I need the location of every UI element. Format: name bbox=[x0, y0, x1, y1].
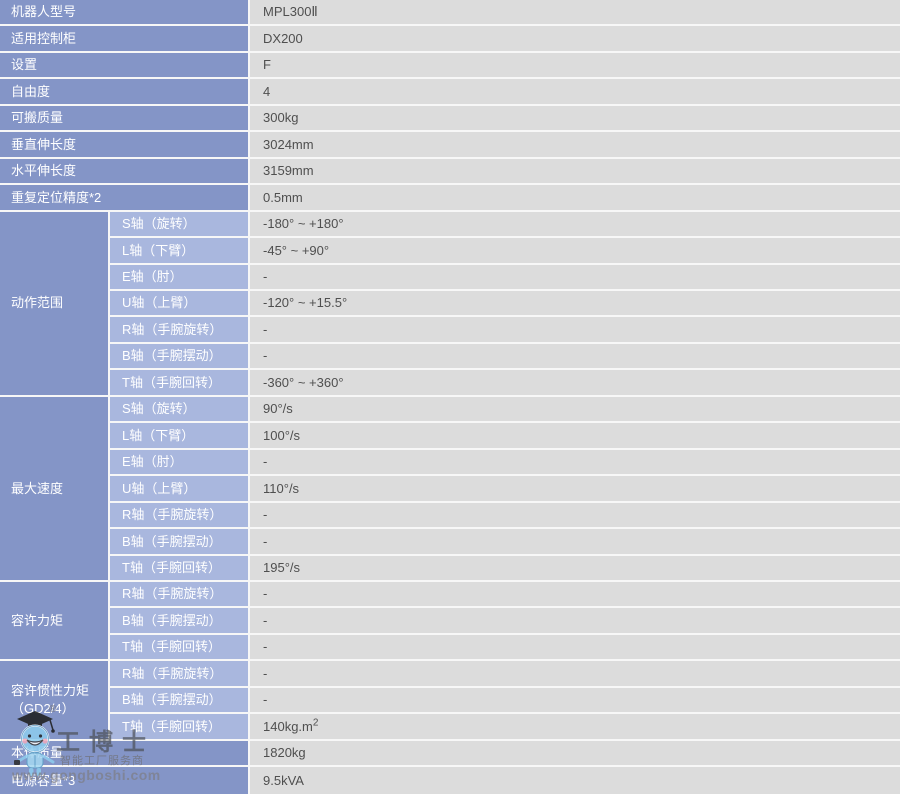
spec-row: L轴（下臂） 100°/s bbox=[0, 423, 900, 450]
spec-group-label: 容许惯性力矩（GD2/4） bbox=[0, 661, 110, 741]
spec-sub-label: S轴（旋转） bbox=[110, 396, 251, 424]
spec-sub-label: E轴（肘） bbox=[110, 449, 251, 477]
spec-row: 最大速度 S轴（旋转） 90°/s bbox=[0, 396, 900, 582]
spec-label: 垂直伸长度 bbox=[0, 132, 251, 159]
spec-row: E轴（肘） - bbox=[0, 449, 900, 477]
spec-sub-label: B轴（手腕摆动） bbox=[110, 529, 251, 556]
spec-value: -120° ~ +15.5° bbox=[250, 290, 900, 318]
spec-label: 水平伸长度 bbox=[0, 158, 251, 186]
spec-value: DX200 bbox=[250, 26, 900, 53]
spec-value: 3024mm bbox=[250, 132, 900, 159]
spec-value: - bbox=[250, 343, 900, 371]
spec-value: - bbox=[250, 608, 900, 635]
spec-row: R轴（手腕旋转） - bbox=[0, 502, 900, 530]
spec-row: 适用控制柜 DX200 bbox=[0, 26, 900, 53]
spec-value: F bbox=[250, 52, 900, 80]
spec-value: - bbox=[250, 264, 900, 291]
spec-sub-label: R轴（手腕旋转） bbox=[110, 661, 251, 688]
spec-sub-label: T轴（手腕回转） bbox=[110, 555, 251, 582]
spec-label: 机器人型号 bbox=[0, 0, 251, 27]
spec-group-label: 动作范围 bbox=[0, 211, 110, 397]
spec-sub-label: B轴（手腕摆动） bbox=[110, 343, 251, 371]
spec-row: 动作范围 S轴（旋转） -180° ~ +180° bbox=[0, 211, 900, 397]
spec-value: 4 bbox=[250, 79, 900, 106]
spec-value-text: 140kg.m bbox=[263, 718, 313, 734]
spec-value: 100°/s bbox=[250, 423, 900, 450]
spec-value: - bbox=[250, 661, 900, 688]
spec-row: T轴（手腕回转） -360° ~ +360° bbox=[0, 370, 900, 397]
spec-value: -360° ~ +360° bbox=[250, 370, 900, 397]
spec-row: B轴（手腕摆动） - bbox=[0, 529, 900, 556]
spec-group-label: 最大速度 bbox=[0, 396, 110, 582]
spec-sub-label: B轴（手腕摆动） bbox=[110, 687, 251, 715]
spec-row: 电源容量*3 9.5kVA bbox=[0, 767, 900, 794]
spec-row: U轴（上臂） 110°/s bbox=[0, 476, 900, 503]
spec-value: - bbox=[250, 529, 900, 556]
spec-sub-label: B轴（手腕摆动） bbox=[110, 608, 251, 635]
spec-value: - bbox=[250, 687, 900, 715]
spec-value: 90°/s bbox=[250, 396, 900, 424]
spec-value: - bbox=[250, 449, 900, 477]
spec-row: L轴（下臂） -45° ~ +90° bbox=[0, 238, 900, 265]
spec-row: 垂直伸长度 3024mm bbox=[0, 132, 900, 159]
spec-row: T轴（手腕回转） 195°/s bbox=[0, 555, 900, 582]
spec-sub-label: T轴（手腕回转） bbox=[110, 370, 251, 397]
spec-row: T轴（手腕回转） - bbox=[0, 634, 900, 662]
spec-label: 可搬质量 bbox=[0, 105, 251, 133]
spec-value: 300kg bbox=[250, 105, 900, 133]
spec-sub-label: L轴（下臂） bbox=[110, 238, 251, 265]
spec-row: 可搬质量 300kg bbox=[0, 105, 900, 133]
spec-label: 适用控制柜 bbox=[0, 26, 251, 53]
spec-label: 电源容量*3 bbox=[0, 767, 251, 794]
spec-row: 机器人型号 MPL300Ⅱ bbox=[0, 0, 900, 27]
spec-row: 自由度 4 bbox=[0, 79, 900, 106]
spec-label: 重复定位精度*2 bbox=[0, 185, 251, 212]
spec-value: -180° ~ +180° bbox=[250, 211, 900, 239]
spec-sub-label: T轴（手腕回转） bbox=[110, 714, 251, 741]
spec-sub-label: R轴（手腕旋转） bbox=[110, 581, 251, 609]
spec-label: 本体质量 bbox=[0, 740, 251, 768]
spec-value: - bbox=[250, 581, 900, 609]
spec-row: 设置 F bbox=[0, 52, 900, 80]
spec-row: 水平伸长度 3159mm bbox=[0, 158, 900, 186]
spec-sub-label: U轴（上臂） bbox=[110, 290, 251, 318]
spec-row: 重复定位精度*2 0.5mm bbox=[0, 185, 900, 212]
spec-row: B轴（手腕摆动） - bbox=[0, 687, 900, 715]
spec-sub-label: L轴（下臂） bbox=[110, 423, 251, 450]
spec-group-label: 容许力矩 bbox=[0, 581, 110, 662]
spec-value: -45° ~ +90° bbox=[250, 238, 900, 265]
spec-value: 110°/s bbox=[250, 476, 900, 503]
spec-value: 140kg.m2 bbox=[250, 714, 900, 741]
spec-sub-label: R轴（手腕旋转） bbox=[110, 502, 251, 530]
spec-sub-label: T轴（手腕回转） bbox=[110, 634, 251, 662]
spec-label: 自由度 bbox=[0, 79, 251, 106]
spec-value: 1820kg bbox=[250, 740, 900, 768]
spec-value: - bbox=[250, 502, 900, 530]
spec-sub-label: E轴（肘） bbox=[110, 264, 251, 291]
spec-value: - bbox=[250, 317, 900, 344]
spec-row: R轴（手腕旋转） - bbox=[0, 317, 900, 344]
spec-row: B轴（手腕摆动） - bbox=[0, 608, 900, 635]
spec-row: B轴（手腕摆动） - bbox=[0, 343, 900, 371]
spec-row: 容许惯性力矩（GD2/4） R轴（手腕旋转） - bbox=[0, 661, 900, 741]
spec-label: 设置 bbox=[0, 52, 251, 80]
spec-value: MPL300Ⅱ bbox=[250, 0, 900, 27]
spec-value: 0.5mm bbox=[250, 185, 900, 212]
spec-row: U轴（上臂） -120° ~ +15.5° bbox=[0, 290, 900, 318]
spec-value: 3159mm bbox=[250, 158, 900, 186]
spec-sub-label: U轴（上臂） bbox=[110, 476, 251, 503]
spec-row: E轴（肘） - bbox=[0, 264, 900, 291]
spec-value: 195°/s bbox=[250, 555, 900, 582]
spec-row: 容许力矩 R轴（手腕旋转） - bbox=[0, 581, 900, 662]
spec-value-superscript: 2 bbox=[312, 717, 319, 729]
spec-sub-label: S轴（旋转） bbox=[110, 211, 251, 239]
spec-value: - bbox=[250, 634, 900, 662]
spec-row: T轴（手腕回转） 140kg.m2 bbox=[0, 714, 900, 741]
spec-row: 本体质量 1820kg bbox=[0, 740, 900, 768]
spec-sub-label: R轴（手腕旋转） bbox=[110, 317, 251, 344]
spec-value: 9.5kVA bbox=[250, 767, 900, 794]
